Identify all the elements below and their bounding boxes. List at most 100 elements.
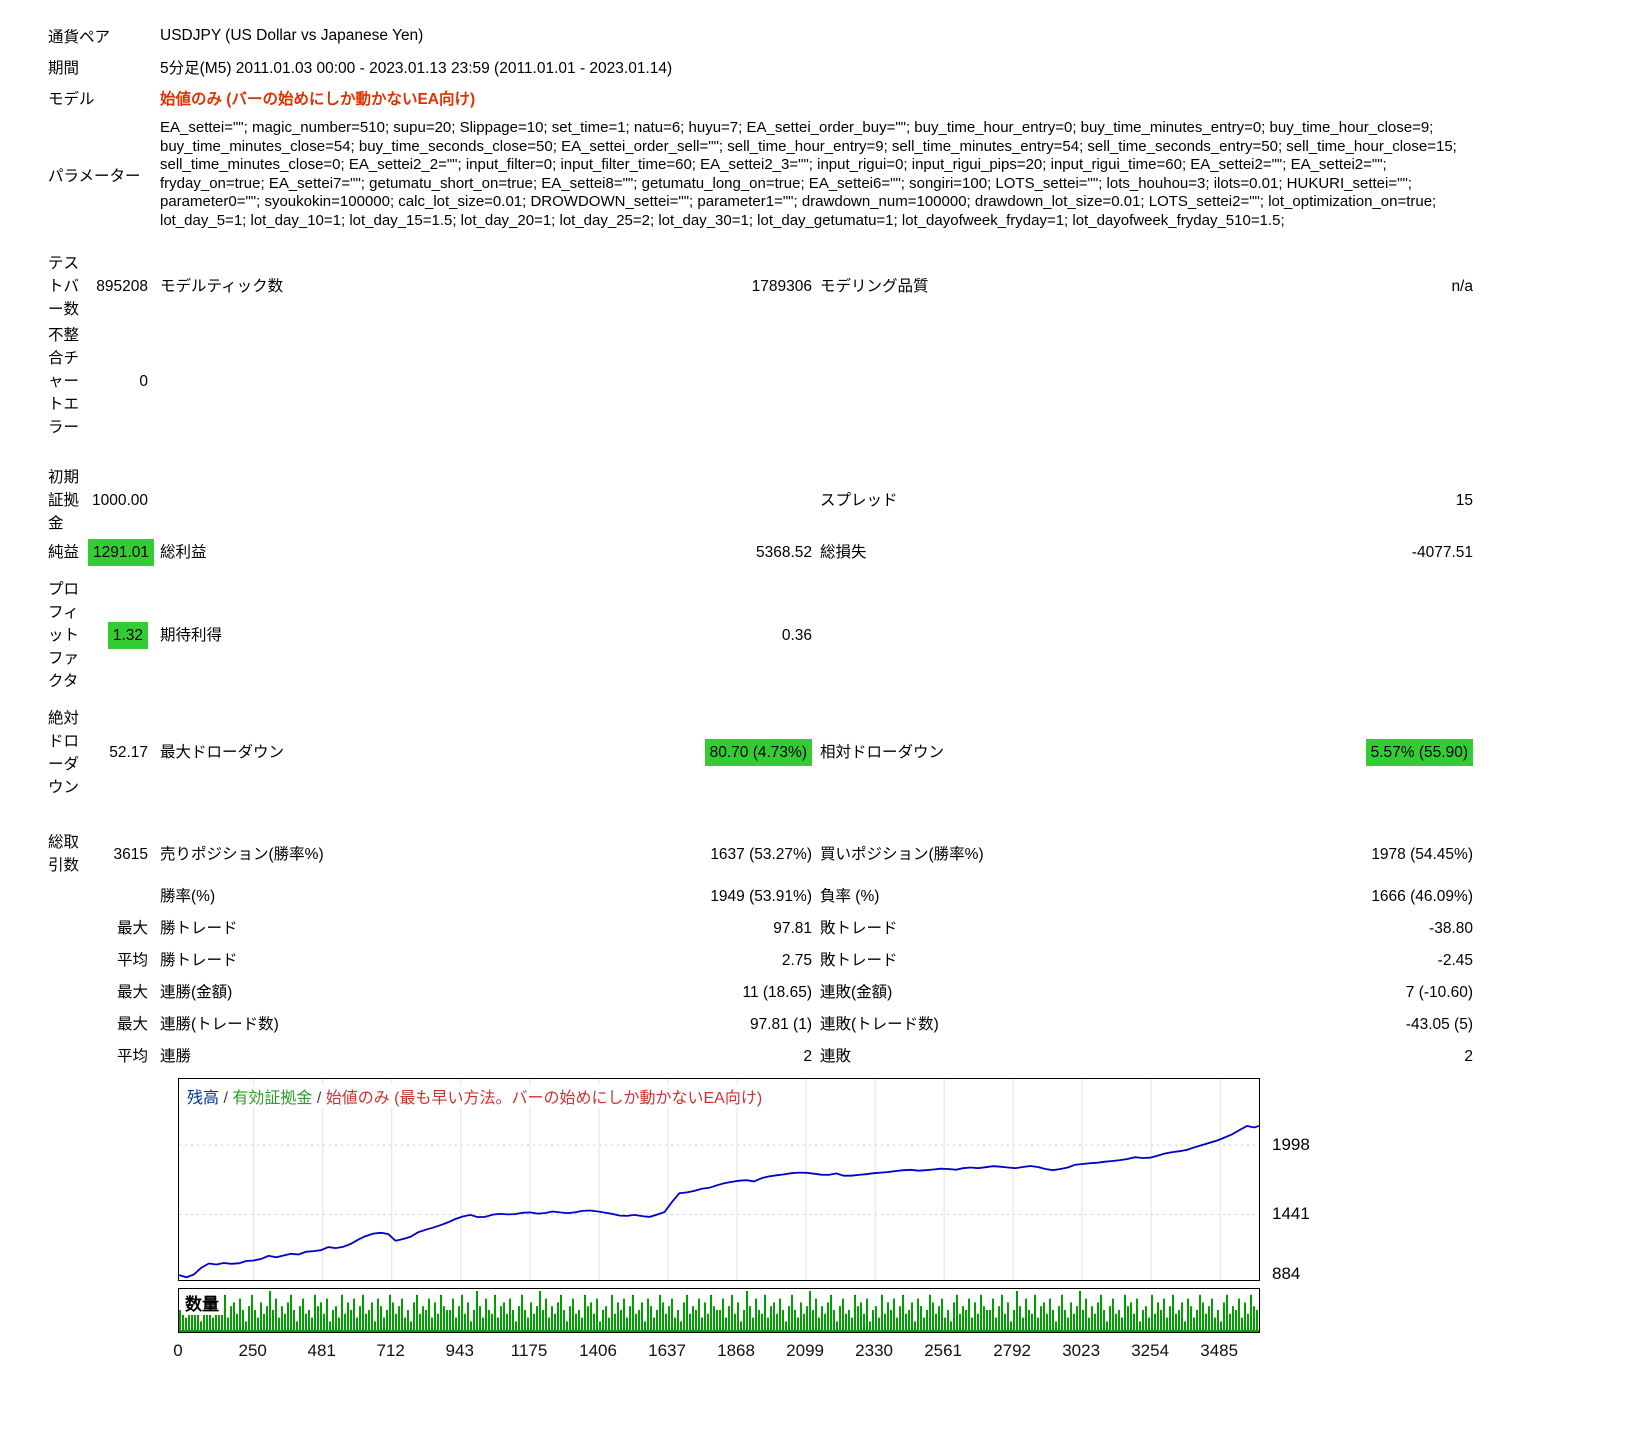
volume-bar (275, 1298, 277, 1332)
volume-bar (587, 1306, 589, 1332)
period-label: 期間 (48, 59, 80, 77)
volume-bar (899, 1306, 901, 1332)
volume-bar (278, 1317, 280, 1332)
label-loss-trades: 負率 (%) (820, 887, 880, 905)
volume-bar (926, 1310, 928, 1332)
value-long-positions: 1978 (54.45%) (1371, 845, 1473, 863)
statistics-table: テストバー数 895208 モデルティック数 1789306 モデリング品質 n… (0, 250, 1641, 1072)
y-axis-tick-label: 1998 (1272, 1135, 1310, 1154)
volume-bar (713, 1306, 715, 1332)
relative-drawdown-highlight: 5.57% (55.90) (1365, 739, 1473, 766)
volume-bar (497, 1317, 499, 1332)
stats-row-profit-factor: プロフィットファクタ 1.32 期待利得 0.36 (0, 578, 1641, 693)
volume-bar (1256, 1310, 1258, 1332)
volume-bar (740, 1321, 742, 1332)
volume-bar (1178, 1310, 1180, 1332)
x-axis-tick-label: 3485 (1200, 1341, 1239, 1360)
volume-bar (830, 1294, 832, 1332)
label-test-bars: テストバー数 (48, 254, 80, 318)
volume-bar (848, 1310, 850, 1332)
volume-bar (380, 1306, 382, 1332)
volume-bar (344, 1313, 346, 1332)
x-axis-tick-label: 943 (445, 1341, 474, 1360)
volume-bar (767, 1317, 769, 1332)
volume-bar (980, 1294, 982, 1332)
sublabel-maximum-2: 最大 (116, 1015, 148, 1033)
x-axis-tick-label: 3254 (1131, 1341, 1170, 1360)
volume-bar (1166, 1317, 1168, 1332)
volume-bar (800, 1302, 802, 1332)
volume-bar (455, 1317, 457, 1332)
row-model: モデル 始値のみ (バーの始めにしか動かないEA向け) (0, 82, 1641, 113)
volume-bar (182, 1298, 184, 1332)
label-net-profit: 純益 (48, 543, 80, 561)
volume-bar (272, 1310, 274, 1332)
volume-bar (197, 1302, 199, 1332)
volume-bar (923, 1317, 925, 1332)
volume-bar (761, 1313, 763, 1332)
volume-bar (1148, 1317, 1150, 1332)
volume-bar (1118, 1310, 1120, 1332)
volume-bar (1088, 1317, 1090, 1332)
volume-bar (884, 1313, 886, 1332)
volume-bar (434, 1302, 436, 1332)
volume-bar (1139, 1321, 1141, 1332)
volume-bar (929, 1294, 931, 1332)
label-absolute-drawdown: 絶対ドローダウン (48, 709, 80, 796)
volume-bar (416, 1294, 418, 1332)
volume-bar (551, 1306, 553, 1332)
volume-bar (782, 1310, 784, 1332)
volume-bar (254, 1310, 256, 1332)
volume-bar (935, 1313, 937, 1332)
row-period: 期間 5分足(M5) 2011.01.03 00:00 - 2023.01.13… (0, 51, 1641, 82)
sublabel-average-2: 平均 (116, 1047, 148, 1065)
volume-bar (515, 1321, 517, 1332)
volume-bar (758, 1310, 760, 1332)
volume-bar (1184, 1321, 1186, 1332)
volume-bar (335, 1306, 337, 1332)
volume-bar (1097, 1302, 1099, 1332)
volume-bar (179, 1310, 181, 1332)
volume-bar (260, 1302, 262, 1332)
y-axis-tick-label: 884 (1272, 1264, 1301, 1283)
volume-bar (947, 1310, 949, 1332)
volume-bar (878, 1317, 880, 1332)
volume-bar (965, 1310, 967, 1332)
volume-bar (548, 1317, 550, 1332)
volume-bar (1022, 1317, 1024, 1332)
volume-bar (944, 1317, 946, 1332)
volume-bar (242, 1310, 244, 1332)
volume-bar (539, 1291, 541, 1332)
volume-bar (749, 1306, 751, 1332)
volume-bar (533, 1313, 535, 1332)
volume-bar (1229, 1313, 1231, 1332)
volume-bar (776, 1313, 778, 1332)
volume-bar (266, 1306, 268, 1332)
value-average-consecutive-wins: 2 (803, 1047, 812, 1065)
volume-bar (1094, 1313, 1096, 1332)
volume-bar (524, 1310, 526, 1332)
volume-bar (743, 1310, 745, 1332)
volume-bar (188, 1306, 190, 1332)
value-test-bars: 895208 (96, 277, 148, 295)
label-gross-loss: 総損失 (820, 543, 867, 561)
volume-bar (728, 1306, 730, 1332)
value-average-loss-trade: -2.45 (1437, 951, 1473, 969)
volume-bar (338, 1317, 340, 1332)
value-gross-profit: 5368.52 (755, 543, 812, 561)
volume-bar (386, 1310, 388, 1332)
volume-bar (680, 1321, 682, 1332)
volume-bar (656, 1310, 658, 1332)
stats-row-drawdown: 絶対ドローダウン 52.17 最大ドローダウン 80.70 (4.73%) 相対… (0, 705, 1641, 800)
volume-bar (1202, 1302, 1204, 1332)
volume-bar (893, 1298, 895, 1332)
volume-bar (599, 1321, 601, 1332)
volume-bar (701, 1317, 703, 1332)
volume-bar (686, 1294, 688, 1332)
volume-bar (1052, 1310, 1054, 1332)
volume-bar (842, 1298, 844, 1332)
volume-bar (221, 1313, 223, 1332)
volume-bar (542, 1310, 544, 1332)
volume-bar (425, 1310, 427, 1332)
volume-bar (593, 1313, 595, 1332)
